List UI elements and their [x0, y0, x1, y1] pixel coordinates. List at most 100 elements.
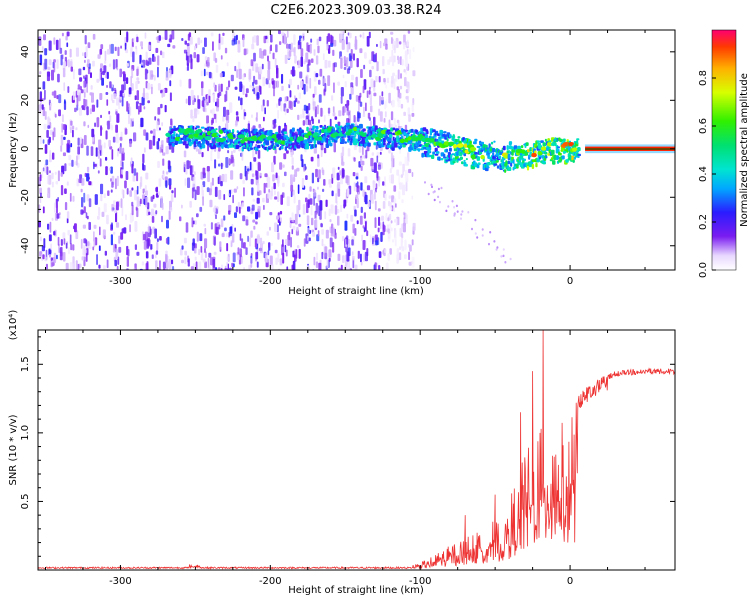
noise-cell	[122, 147, 125, 154]
ridge-hotspot	[546, 142, 553, 147]
ridge-cell	[446, 138, 449, 142]
noise-cell	[105, 166, 108, 176]
noise-cell	[305, 197, 308, 203]
noise-cell	[369, 69, 372, 78]
colorbar-tick-label: 0.0	[698, 262, 709, 278]
noise-cell	[133, 132, 137, 142]
noise-cell	[170, 259, 174, 265]
noise-cell	[162, 152, 166, 156]
noise-cell	[481, 234, 484, 237]
noise-cell	[384, 176, 386, 187]
noise-cell	[312, 231, 316, 237]
noise-cell	[372, 180, 376, 188]
noise-cell	[292, 69, 296, 77]
ridge-cell	[504, 169, 507, 173]
ridge-cell	[457, 136, 461, 139]
noise-cell	[328, 257, 331, 262]
noise-cell	[319, 68, 323, 77]
noise-cell	[280, 102, 283, 112]
noise-cell	[387, 217, 390, 222]
noise-cell	[471, 227, 473, 231]
noise-cell	[284, 171, 287, 177]
noise-cell	[220, 181, 223, 187]
noise-cell	[65, 243, 68, 249]
colorbar-tick-label: 0.4	[698, 166, 709, 182]
noise-cell	[284, 96, 288, 103]
noise-cell	[400, 56, 402, 66]
noise-cell	[75, 47, 79, 57]
noise-cell	[206, 166, 210, 172]
ridge-cell	[180, 137, 184, 141]
ridge-cell	[314, 144, 317, 148]
noise-cell	[394, 239, 397, 247]
noise-cell	[389, 202, 392, 209]
noise-cell	[197, 99, 201, 109]
noise-cell	[84, 59, 86, 63]
noise-cell	[200, 39, 203, 44]
noise-cell	[259, 237, 263, 245]
noise-cell	[169, 34, 172, 43]
noise-cell	[202, 167, 206, 175]
noise-cell	[405, 181, 408, 192]
noise-cell	[239, 248, 242, 258]
noise-cell	[70, 243, 73, 251]
noise-cell	[298, 214, 301, 218]
noise-cell	[399, 182, 403, 190]
noise-cell	[193, 171, 196, 176]
noise-cell	[195, 261, 198, 270]
noise-cell	[275, 172, 278, 179]
noise-cell	[222, 32, 225, 36]
ridge-cell	[249, 147, 254, 150]
noise-cell	[118, 235, 121, 244]
noise-cell	[376, 61, 379, 72]
noise-cell	[343, 56, 346, 64]
noise-cell	[396, 254, 399, 264]
noise-cell	[154, 228, 157, 239]
ridge-cell	[502, 145, 506, 151]
noise-cell	[262, 240, 265, 245]
snr-y-tick-label: 1.5	[20, 356, 31, 372]
noise-cell	[144, 68, 148, 80]
noise-cell	[70, 66, 73, 72]
ridge-cell	[359, 125, 361, 129]
noise-cell	[346, 100, 349, 112]
ridge-cell	[440, 158, 444, 161]
noise-cell	[357, 112, 361, 119]
noise-cell	[207, 94, 209, 103]
noise-cell	[285, 150, 289, 154]
noise-cell	[251, 204, 255, 211]
snr-ticks: -300 -200 -100 00.51.01.5	[20, 330, 675, 587]
noise-cell	[148, 139, 152, 150]
ridge-hotspot	[211, 129, 217, 134]
ridge-hotspot	[197, 135, 204, 140]
noise-cell	[129, 224, 131, 233]
noise-cell	[324, 246, 328, 257]
noise-cell	[247, 206, 251, 212]
noise-cell	[278, 214, 281, 218]
ridge-cell	[383, 142, 386, 146]
ridge-cell	[543, 151, 548, 155]
noise-cell	[126, 188, 129, 195]
noise-cell	[343, 66, 347, 70]
noise-cell	[489, 231, 492, 234]
ridge-cell	[278, 136, 282, 140]
noise-cell	[351, 239, 354, 246]
noise-cell	[320, 223, 323, 228]
noise-cell	[110, 234, 113, 246]
noise-cell	[317, 154, 320, 159]
noise-cell	[106, 259, 109, 269]
noise-cell	[215, 214, 217, 220]
ridge-cell	[254, 128, 258, 133]
noise-cell	[266, 100, 269, 107]
ridge-cell	[416, 131, 420, 135]
noise-cell	[132, 174, 136, 182]
noise-cell	[294, 55, 297, 64]
noise-cell	[381, 91, 384, 97]
ridge-cell	[452, 134, 455, 139]
figure-title: C2E6.2023.309.03.38.R24	[270, 3, 441, 18]
noise-cell	[136, 90, 139, 101]
noise-cell	[54, 171, 57, 175]
noise-cell	[135, 81, 138, 90]
noise-cell	[186, 45, 190, 57]
ridge-cell	[392, 127, 396, 131]
